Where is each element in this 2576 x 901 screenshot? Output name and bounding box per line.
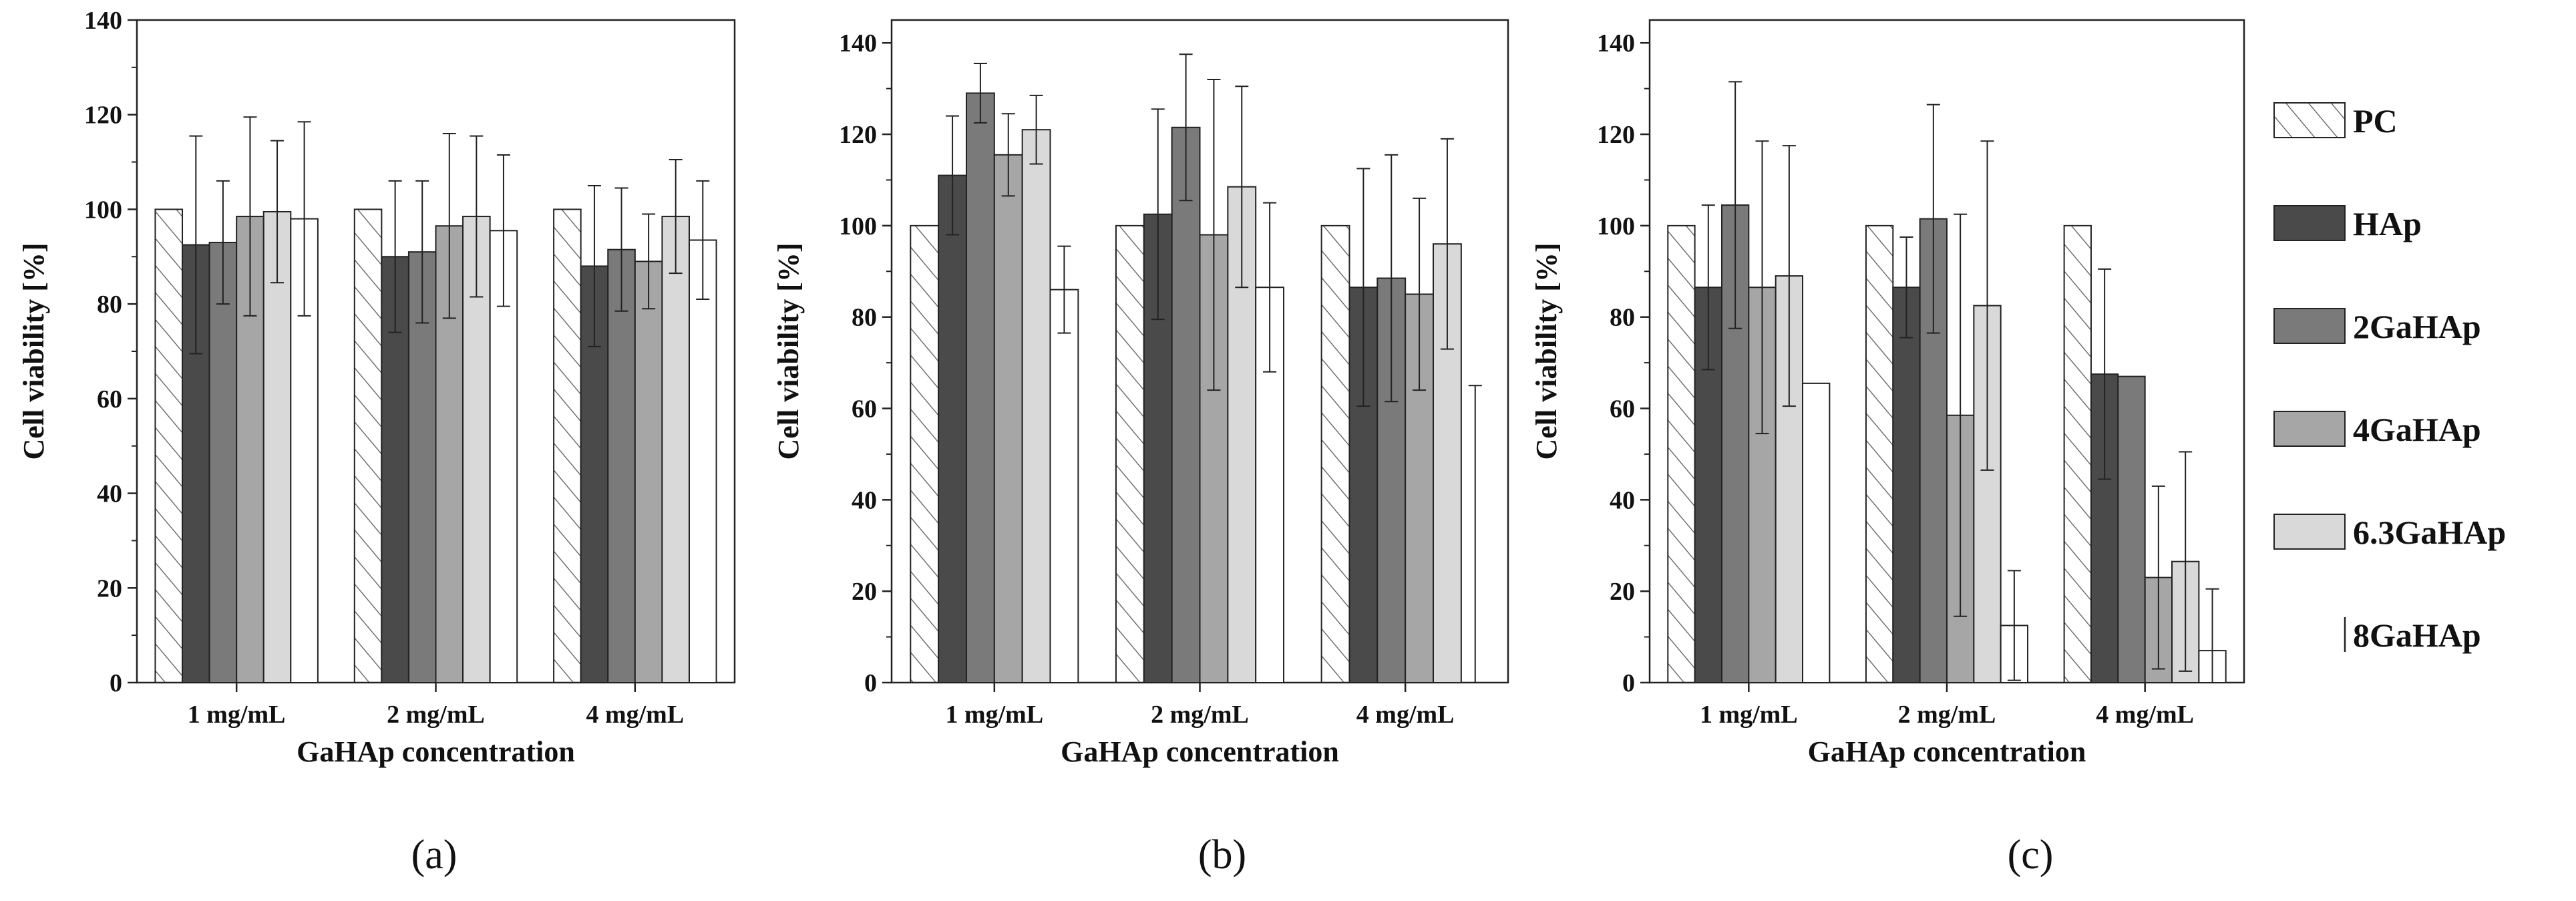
bar	[938, 174, 967, 684]
panel-label: (a)	[411, 832, 457, 878]
category-label: 4 mg/mL	[1356, 701, 1455, 729]
legend-label: HAp	[2353, 205, 2422, 242]
legend-item-hap: HAp	[2273, 205, 2422, 242]
y-tick-label: 120	[84, 102, 122, 130]
category-label: 1 mg/mL	[945, 701, 1043, 729]
legend-swatch	[2273, 514, 2346, 550]
legend-label: 4GaHAp	[2353, 411, 2481, 448]
legend-item-6-3gahap: 6.3GaHAp	[2273, 514, 2506, 551]
y-axis-title: Cell viability [%]	[1530, 242, 1563, 460]
bar	[965, 92, 995, 683]
y-tick-label: 120	[839, 121, 877, 149]
y-tick-label: 0	[864, 669, 877, 697]
y-tick-label: 80	[1610, 304, 1635, 332]
x-axis-title: GaHAp concentration	[1061, 735, 1339, 768]
y-tick-label: 140	[1597, 29, 1635, 57]
legend: PC HAp 2GaHAp 4GaHAp 6.3GaHAp 8GaHAp	[2273, 102, 2506, 654]
chart-panel-1: 0 20 40 60 80 100 120 140 1 mg/mL 2 mg/mL 4 mg/mL G…	[17, 7, 736, 878]
legend-swatch	[2273, 308, 2346, 344]
y-tick-label: 100	[839, 212, 877, 240]
legend-swatch	[2273, 205, 2346, 241]
bar	[634, 260, 663, 684]
y-tick-label: 20	[97, 574, 122, 602]
legend-item-4gahap: 4GaHAp	[2273, 411, 2481, 448]
bar	[1115, 224, 1145, 683]
bar	[353, 208, 383, 683]
chart-panel-2: 0 20 40 60 80 100 120 140 1 mg/mL 2 mg/mL 4 mg/mL G…	[772, 19, 1509, 878]
legend-swatch	[2273, 411, 2346, 447]
legend-label: 8GaHAp	[2353, 616, 2481, 654]
category-label: 2 mg/mL	[387, 701, 485, 729]
category-label: 4 mg/mL	[586, 701, 684, 729]
chart-panels: 0 20 40 60 80 100 120 140 1 mg/mL 2 mg/mL 4 mg/mL G…	[17, 7, 2245, 878]
y-tick-label: 60	[1610, 395, 1635, 423]
bar	[910, 224, 940, 683]
bar	[1802, 382, 1831, 683]
category-label: 1 mg/mL	[1700, 701, 1798, 729]
panel-label: (c)	[2008, 832, 2054, 878]
y-axis-title: Cell viability [%]	[17, 242, 50, 460]
bar	[661, 216, 690, 683]
bar	[1865, 224, 1894, 683]
bar	[1049, 289, 1079, 684]
bar	[993, 154, 1023, 684]
y-tick-label: 120	[1597, 121, 1635, 149]
bar	[2063, 224, 2092, 683]
y-tick-label: 0	[1622, 669, 1635, 697]
legend-item-8gahap: 8GaHAp	[2344, 616, 2481, 654]
y-tick-label: 40	[97, 480, 122, 508]
category-label: 2 mg/mL	[1898, 701, 1996, 729]
y-tick-label: 20	[852, 578, 877, 606]
bar	[407, 251, 437, 683]
bar	[688, 239, 717, 683]
legend-label: PC	[2353, 102, 2398, 140]
y-tick-label: 60	[852, 395, 877, 423]
y-tick-label: 80	[97, 291, 122, 319]
bar	[2117, 375, 2146, 683]
y-tick-label: 100	[84, 196, 122, 224]
legend-label: 6.3GaHAp	[2353, 514, 2506, 551]
x-axis-title: GaHAp concentration	[1808, 735, 2086, 768]
category-label: 1 mg/mL	[188, 701, 286, 729]
y-tick-label: 140	[839, 29, 877, 57]
y-tick-label: 40	[852, 486, 877, 514]
bar	[1320, 224, 1350, 683]
bar	[1748, 287, 1777, 683]
y-tick-label: 60	[97, 385, 122, 413]
bar	[208, 242, 238, 683]
bar	[154, 208, 184, 683]
y-axis-title: Cell viability [%]	[772, 242, 805, 460]
bar	[607, 248, 636, 683]
y-tick-label: 100	[1597, 212, 1635, 240]
legend-swatch	[2273, 102, 2346, 138]
category-label: 4 mg/mL	[2096, 701, 2194, 729]
y-tick-label: 40	[1610, 486, 1635, 514]
bar	[553, 208, 582, 683]
bar	[1892, 287, 1921, 683]
bar	[1021, 129, 1051, 683]
bar	[1667, 224, 1696, 683]
y-tick-label: 140	[84, 7, 122, 35]
y-tick-label: 0	[110, 669, 122, 697]
legend-item-pc: PC	[2273, 102, 2398, 140]
y-tick-label: 80	[852, 304, 877, 332]
y-tick-label: 20	[1610, 578, 1635, 606]
legend-label: 2GaHAp	[2353, 308, 2481, 345]
category-label: 2 mg/mL	[1151, 701, 1249, 729]
legend-item-2gahap: 2GaHAp	[2273, 308, 2481, 345]
x-axis-title: GaHAp concentration	[297, 735, 575, 768]
panel-label: (b)	[1198, 832, 1246, 878]
bar	[1171, 126, 1201, 684]
chart-panel-3: 0 20 40 60 80 100 120 140 1 mg/mL 2 mg/mL 4 mg/mL G…	[1530, 19, 2245, 878]
bar	[1255, 287, 1285, 683]
